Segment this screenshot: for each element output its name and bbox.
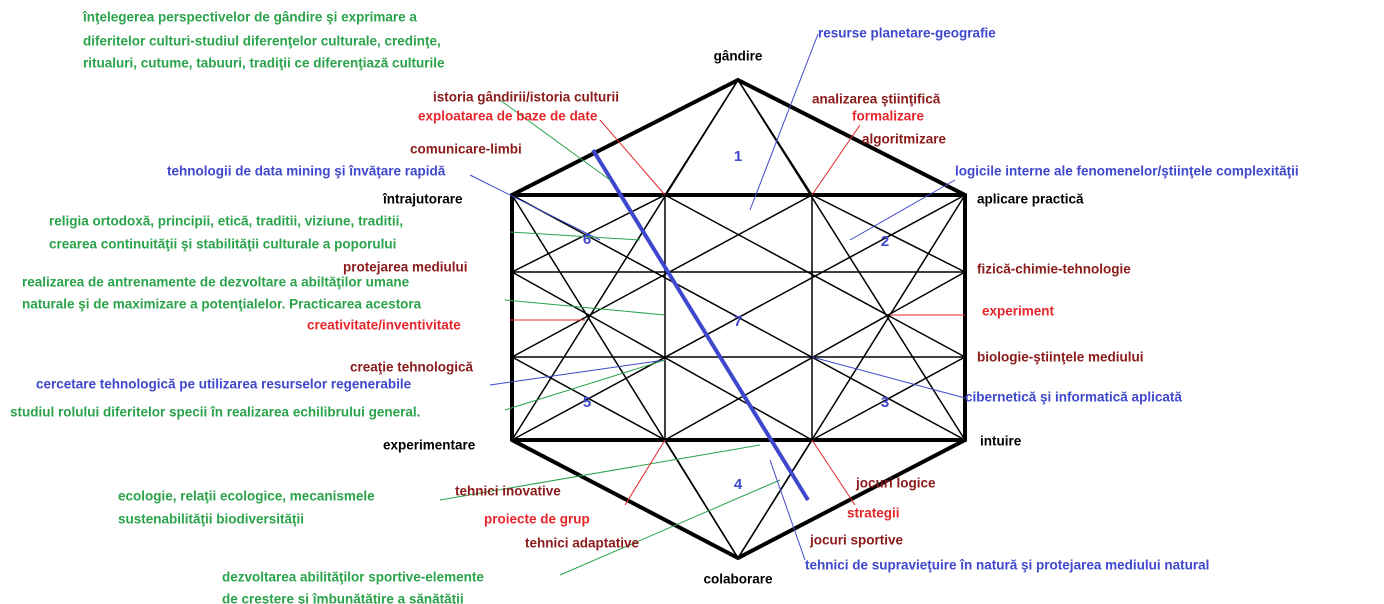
region-number: 1 — [734, 148, 742, 165]
label: aplicare practică — [977, 192, 1084, 207]
leader — [599, 119, 666, 196]
label: logicile interne ale fenomenelor/ştiinţe… — [955, 164, 1299, 179]
label: creaţie tehnologică — [350, 360, 474, 375]
label: tehnici de supravieţuire în natură şi pr… — [805, 558, 1209, 573]
region-number: 6 — [583, 231, 591, 248]
label: întrajutorare — [382, 192, 463, 207]
label: tehnici adaptative — [525, 536, 640, 551]
leader — [811, 439, 856, 506]
label: tehnici inovative — [455, 484, 561, 499]
label: diferitelor culturi-studiul diferenţelor… — [83, 34, 441, 49]
leader — [624, 439, 666, 506]
label: tehnologii de data mining şi învăţare ra… — [167, 164, 446, 179]
leader — [509, 231, 641, 241]
leader — [439, 444, 761, 501]
labels: înţelegerea perspectivelor de gândire şi… — [10, 10, 1299, 604]
label: jocuri logice — [855, 476, 936, 491]
leader-lines — [439, 33, 966, 576]
leader — [489, 359, 666, 386]
label: cibernetică şi informatică aplicată — [965, 390, 1182, 405]
leader — [504, 299, 666, 316]
label: istoria gândirii/istoria culturii — [433, 90, 619, 105]
lattice — [510, 77, 967, 561]
label: religia ortodoxă, principii, etică, trad… — [49, 214, 403, 229]
leader — [499, 99, 611, 181]
label: creativitate/inventivitate — [307, 318, 461, 333]
label: exploatarea de baze de date — [418, 109, 598, 124]
leader — [811, 124, 861, 196]
label: realizarea de antrenamente de dezvoltare… — [22, 275, 410, 290]
leader — [749, 33, 819, 211]
label: colaborare — [703, 572, 773, 587]
label: ecologie, relaţii ecologice, mecanismele — [118, 489, 375, 504]
label: gândire — [714, 49, 763, 64]
leader — [559, 479, 781, 576]
label: naturale şi de maximizare a potenţialelo… — [22, 297, 422, 312]
label: ritualuri, cutume, tabuuri, tradiţii ce … — [83, 56, 445, 71]
region-number: 2 — [881, 233, 889, 250]
label: resurse planetare-geografie — [818, 26, 996, 41]
label: experimentare — [383, 438, 476, 453]
label: dezvoltarea abilităţilor sportive-elemen… — [222, 570, 484, 585]
label: înţelegerea perspectivelor de gândire şi… — [82, 10, 417, 25]
leader — [469, 174, 601, 241]
region-number: 7 — [734, 313, 742, 330]
region-number: 3 — [881, 394, 889, 411]
label: jocuri sportive — [809, 533, 904, 548]
label: fizică-chimie-tehnologie — [977, 262, 1131, 277]
axis-line — [591, 148, 810, 502]
label: protejarea mediului — [343, 260, 468, 275]
leader — [769, 459, 806, 561]
region-numbers: 1 2 3 4 5 6 7 — [583, 148, 889, 493]
label: sustenabilităţii biodiversităţii — [118, 512, 304, 527]
label: intuire — [980, 434, 1022, 449]
leader — [811, 356, 966, 399]
label: analizarea ştiinţifică — [812, 92, 941, 107]
inner-lines — [511, 78, 966, 560]
label: crearea continuităţii şi stabilităţii cu… — [49, 237, 396, 252]
grid-lines — [512, 195, 965, 440]
label: studiul rolului diferitelor specii în re… — [10, 405, 420, 420]
label: formalizare — [852, 109, 925, 124]
region-number: 4 — [734, 476, 743, 493]
region-number: 5 — [583, 394, 591, 411]
label: biologie-ştiinţele mediului — [977, 350, 1144, 365]
label: cercetare tehnologică pe utilizarea resu… — [36, 377, 412, 392]
label: experiment — [982, 304, 1055, 319]
star-lines — [511, 79, 966, 559]
label: strategii — [847, 506, 900, 521]
label: algoritmizare — [862, 132, 947, 147]
leader — [504, 359, 666, 411]
label: comunicare-limbi — [410, 142, 522, 157]
label: proiecte de grup — [484, 512, 590, 527]
label: de creştere şi îmbunătăţire a sănătăţii — [222, 592, 464, 604]
leader — [849, 179, 956, 241]
